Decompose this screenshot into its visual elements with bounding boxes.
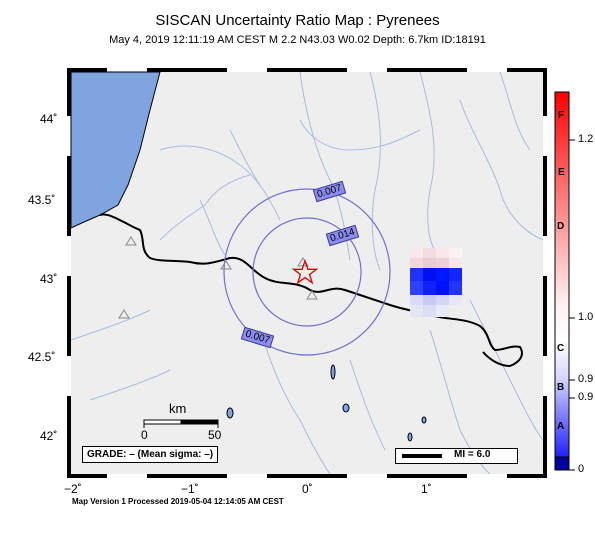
colorbar-ticks: [569, 139, 575, 471]
colorbar-value: 0: [578, 463, 585, 475]
lon-tick-label: 1˚: [421, 482, 432, 496]
epicenter-star: [291, 259, 319, 285]
station-triangle: [118, 309, 130, 319]
scale-max: 50: [208, 428, 222, 442]
colorbar: [554, 91, 570, 458]
mi-legend-label: MI = 6.0: [454, 449, 491, 460]
grade-letter: A: [557, 421, 565, 432]
lat-tick-label: 43.5˚: [28, 193, 56, 207]
scale-bar: [143, 419, 219, 428]
lon-tick-label: 0˚: [302, 482, 313, 496]
grade-letter: D: [557, 221, 565, 232]
lon-tick-label: −2˚: [64, 482, 82, 496]
uncertainty-grid: [410, 248, 462, 317]
colorbar-value: 0.9: [578, 373, 594, 385]
scale-unit: km: [169, 401, 187, 416]
mi-legend: MI = 6.0: [395, 448, 518, 464]
grade-box: GRADE: – (Mean sigma: –): [82, 446, 219, 463]
colorbar-value: 0.9: [578, 391, 594, 403]
mi-legend-bar: [402, 454, 442, 458]
lon-tick-label: −1˚: [181, 482, 199, 496]
grade-letter: E: [558, 167, 565, 178]
processing-footer: Map Version 1 Processed 2019-05-04 12:14…: [72, 497, 284, 506]
contour-lines: [223, 188, 391, 356]
grade-letter: B: [557, 382, 565, 393]
scale-min: 0: [141, 428, 148, 442]
lat-tick-label: 42˚: [40, 429, 58, 443]
land-area: [71, 72, 543, 474]
national-border: [99, 213, 523, 368]
lat-tick-label: 43˚: [40, 272, 58, 286]
rivers: [70, 71, 544, 475]
grade-letter: C: [557, 343, 565, 354]
event-subtitle: May 4, 2019 12:11:19 AM CEST M 2.2 N43.0…: [109, 34, 486, 46]
lat-tick-label: 44˚: [40, 112, 58, 126]
map-title: SISCAN Uncertainty Ratio Map : Pyrenees: [155, 12, 440, 29]
lakes: [226, 364, 427, 442]
colorbar-value: 1.0: [578, 311, 594, 323]
station-triangle: [125, 236, 137, 246]
colorbar-value: 1.2: [578, 133, 594, 145]
grade-letter: F: [558, 110, 565, 121]
colorbar-zero-swatch: [554, 456, 570, 471]
station-triangle: [306, 290, 318, 300]
sea-area: [70, 71, 161, 229]
station-triangle: [220, 260, 232, 270]
lat-tick-label: 42.5˚: [28, 350, 56, 364]
